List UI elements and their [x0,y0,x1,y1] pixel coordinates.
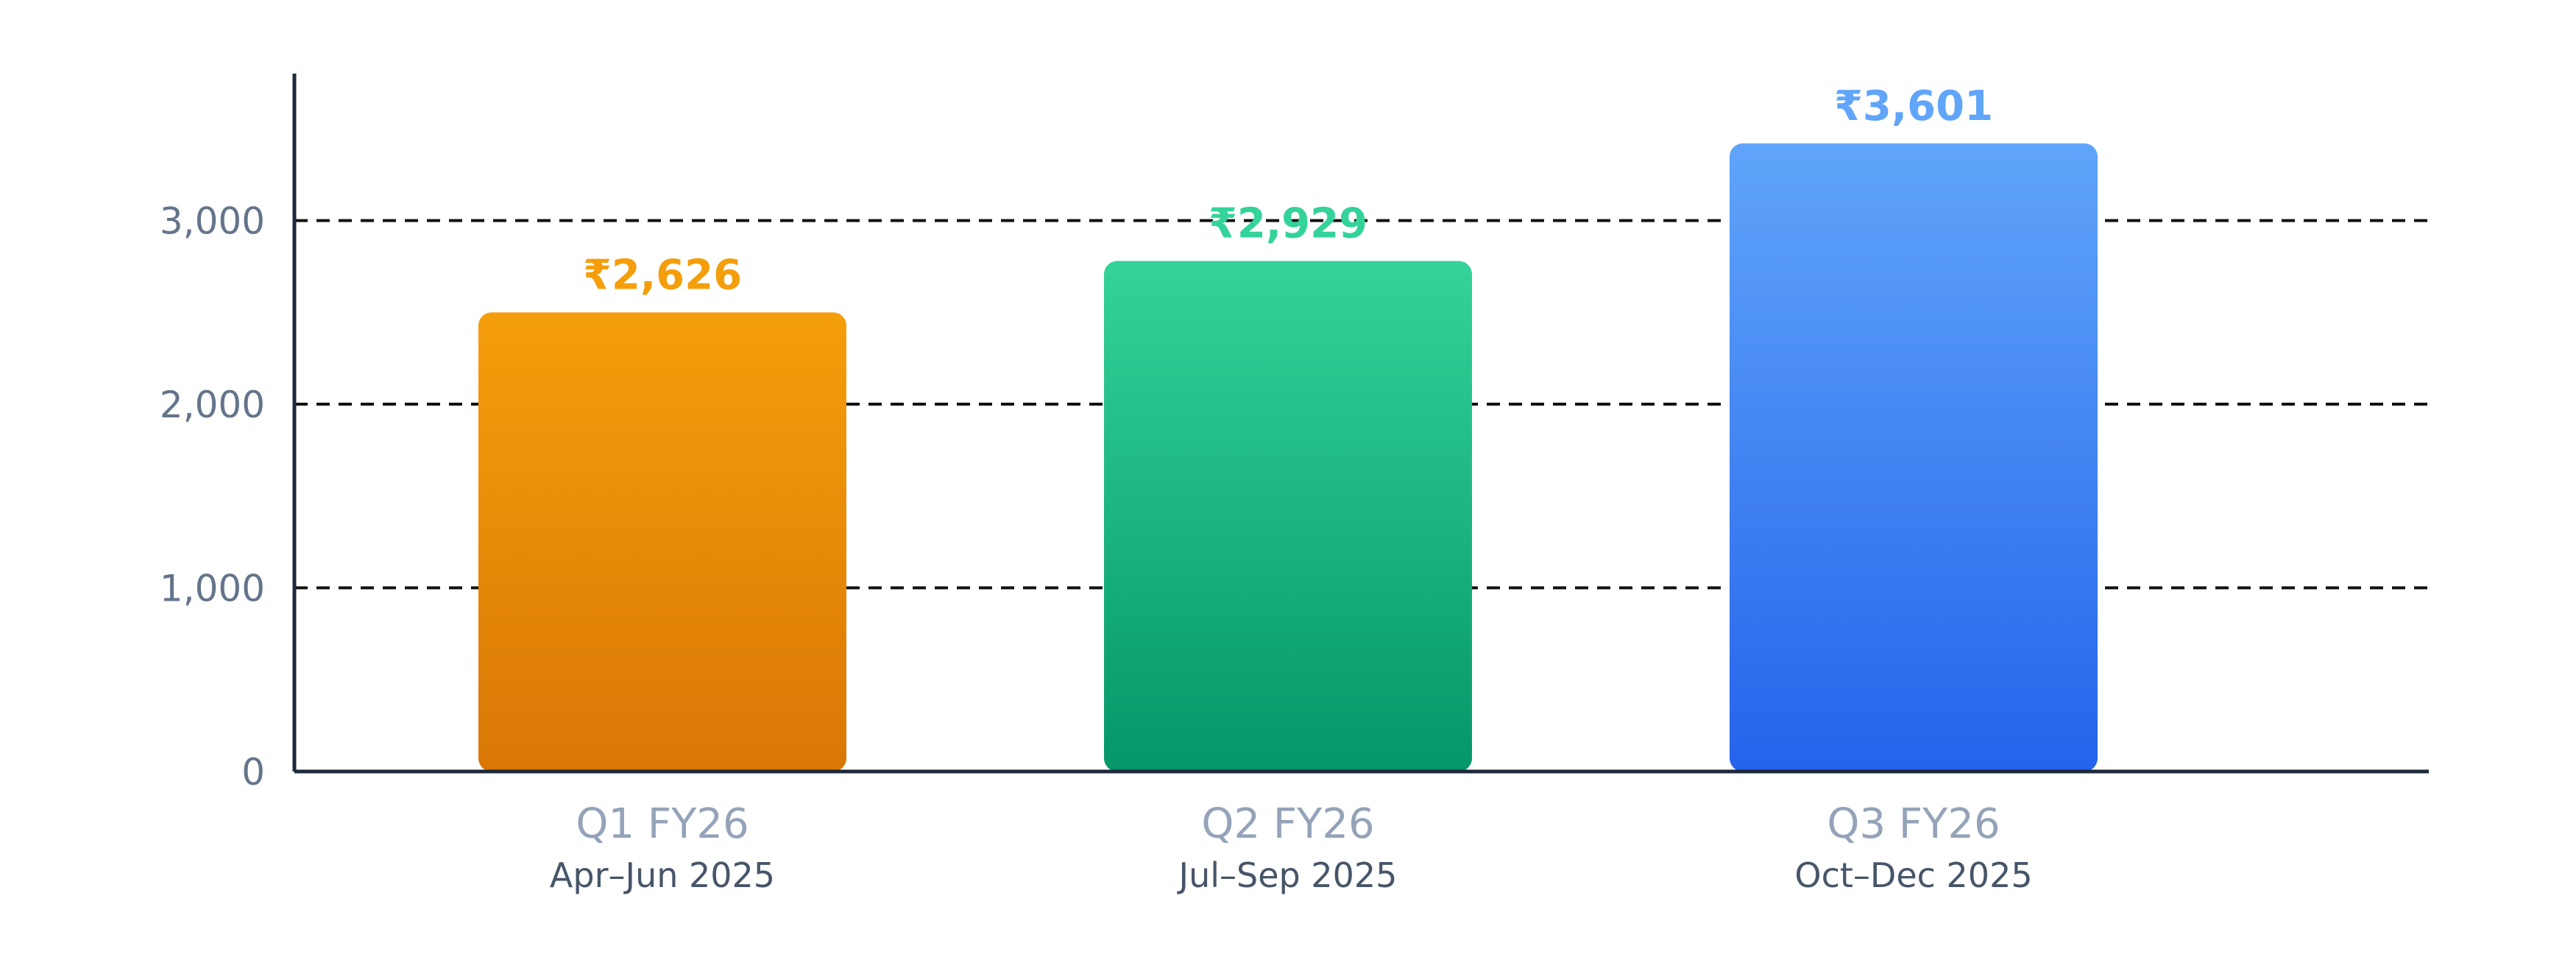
bar-value-label: ₹3,601 [1834,82,1993,130]
x-category-label: Q2 FY26 [1201,800,1374,848]
y-tick-label: 1,000 [160,568,265,610]
x-category-sublabel: Jul–Sep 2025 [1177,855,1398,895]
y-tick-label: 0 [241,751,265,794]
x-category-sublabel: Apr–Jun 2025 [550,855,775,895]
bar-value-label: ₹2,929 [1209,199,1367,247]
y-tick-label: 3,000 [160,200,265,243]
x-category-sublabel: Oct–Dec 2025 [1794,855,2032,895]
bar-2 [1104,261,1472,772]
axes [292,74,2429,774]
bar-3 [1730,143,2098,772]
y-tick-label: 2,000 [160,384,265,426]
x-axis-labels: Q1 FY26 Apr–Jun 2025 Q2 FY26 Jul–Sep 2025 Q3… [550,800,2033,895]
bar-1 [478,312,846,771]
x-category-label: Q3 FY26 [1827,800,2000,848]
x-category-label: Q1 FY26 [576,800,749,848]
y-axis-ticks: 0 1,000 2,000 3,000 [160,200,265,794]
bars [478,143,2098,772]
value-labels: ₹2,626 ₹2,929 ₹3,601 [583,82,1993,300]
bar-value-label: ₹2,626 [583,251,742,299]
